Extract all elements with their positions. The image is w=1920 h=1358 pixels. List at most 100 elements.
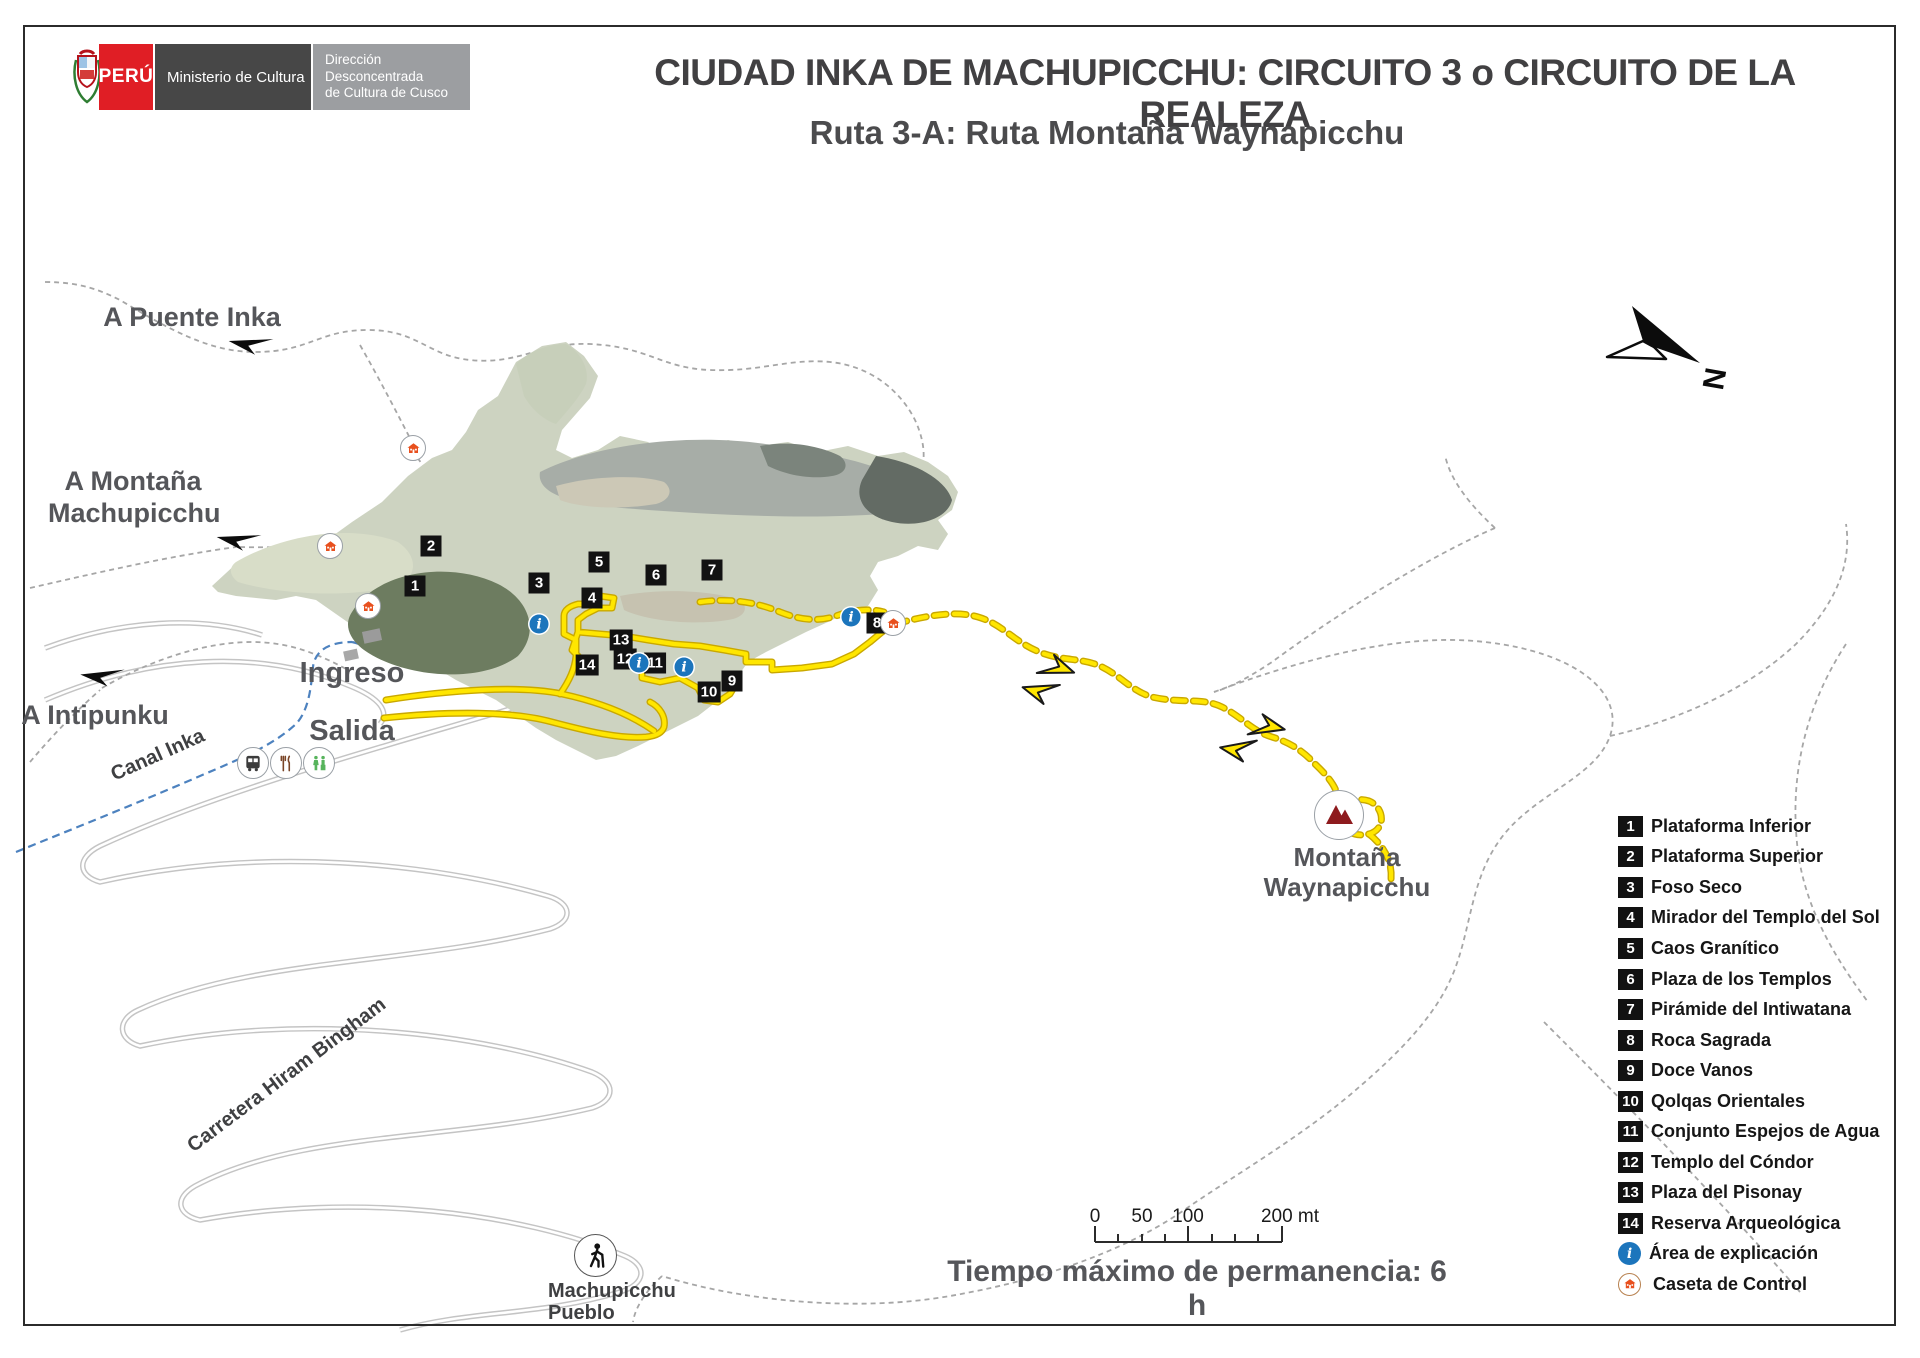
route-direction-arrow-icon <box>1034 649 1079 684</box>
brand-direction-label: Dirección Desconcentrada de Cultura de C… <box>325 51 449 101</box>
ruins-area <box>212 342 958 760</box>
legend-item-label: Reserva Arqueológica <box>1651 1212 1841 1233</box>
route-direction-arrow-icon <box>1245 710 1288 741</box>
legend-item-control: Caseta de Control <box>1618 1269 1902 1300</box>
control-post-icon <box>317 533 343 559</box>
legend-number-badge: 5 <box>1618 937 1643 959</box>
map-marker-14: 14 <box>575 654 599 676</box>
legend-item: 11 Conjunto Espejos de Agua <box>1618 1116 1902 1147</box>
label-machupicchu-pueblo: Machupicchu Pueblo <box>548 1280 676 1325</box>
info-point-icon: i <box>674 657 694 677</box>
bus-stop-icon <box>237 747 269 779</box>
map-marker-10: 10 <box>697 681 721 703</box>
map-marker-4: 4 <box>581 587 603 609</box>
legend-number-badge: 3 <box>1618 876 1643 898</box>
legend-item: 8 Roca Sagrada <box>1618 1025 1902 1056</box>
legend-number-badge: 14 <box>1618 1212 1643 1234</box>
legend-item: 3 Foso Seco <box>1618 872 1902 903</box>
max-stay-note: Tiempo máximo de permanencia: 6 h <box>947 1255 1447 1322</box>
legend-number-badge: 2 <box>1618 846 1643 868</box>
route-direction-arrow-icon <box>1018 675 1063 709</box>
legend-number-badge: 8 <box>1618 1029 1643 1051</box>
control-post-icon <box>1618 1272 1641 1296</box>
map-marker-7: 7 <box>701 559 723 581</box>
legend-item-label: Caos Granítico <box>1651 937 1780 958</box>
legend-item: 2 Plataforma Superior <box>1618 842 1902 873</box>
legend-item-label: Plaza de los Templos <box>1651 968 1832 989</box>
map-marker-3: 3 <box>528 572 550 594</box>
label-ingreso: Ingreso <box>299 657 405 689</box>
legend-item-label: Caseta de Control <box>1653 1273 1808 1294</box>
brand-peru-label: PERÚ <box>98 66 154 87</box>
waynapicchu-mountain-icon <box>1314 790 1364 840</box>
legend-number-badge: 10 <box>1618 1090 1643 1112</box>
legend-item-label: Plataforma Inferior <box>1651 815 1812 836</box>
label-a-intipunku: A Intipunku <box>21 700 169 730</box>
scale-label: 0 <box>1089 1206 1101 1227</box>
legend-items: 1 Plataforma Inferior 2 Plataforma Superior… <box>1618 811 1902 1239</box>
map-marker-13: 13 <box>609 629 633 651</box>
info-point-icon: i <box>841 607 861 627</box>
legend-number-badge: 13 <box>1618 1182 1643 1204</box>
map-marker-1: 1 <box>404 575 426 597</box>
map-marker-6: 6 <box>645 564 667 586</box>
scale-label: 200 mt <box>1260 1206 1320 1227</box>
legend: 1 Plataforma Inferior 2 Plataforma Superior… <box>1618 811 1902 1300</box>
legend-item: 9 Doce Vanos <box>1618 1055 1902 1086</box>
legend-number-badge: 7 <box>1618 999 1643 1021</box>
direction-arrow-icon <box>212 527 263 560</box>
label-montana-waynapicchu: Montaña Waynapicchu <box>1263 842 1431 902</box>
legend-item: 1 Plataforma Inferior <box>1618 811 1902 842</box>
legend-item-label: Templo del Cóndor <box>1651 1151 1814 1172</box>
scale-bar <box>1094 1226 1283 1243</box>
legend-item-label: Qolqas Orientales <box>1651 1090 1806 1111</box>
scale-label: 50 <box>1131 1206 1153 1227</box>
legend-item: 7 Pirámide del Intiwatana <box>1618 994 1902 1025</box>
legend-number-badge: 12 <box>1618 1151 1643 1173</box>
route-direction-arrow-icon <box>1217 735 1259 764</box>
legend-item-label: Plaza del Pisonay <box>1651 1182 1803 1203</box>
map-marker-2: 2 <box>420 535 442 557</box>
map-marker-9: 9 <box>721 670 743 692</box>
legend-item-label: Roca Sagrada <box>1651 1029 1772 1050</box>
brand-peru: PERÚ <box>99 44 153 110</box>
label-salida: Salida <box>309 715 395 747</box>
map-frame-border <box>23 25 1896 1326</box>
legend-number-badge: 6 <box>1618 968 1643 990</box>
info-point-icon: i <box>629 653 649 673</box>
legend-item-label: Mirador del Templo del Sol <box>1651 907 1880 928</box>
page-subtitle: Ruta 3-A: Ruta Montaña Waynapicchu <box>809 114 1405 151</box>
label-a-puente-inka: A Puente Inka <box>103 302 281 332</box>
brand-direction: Dirección Desconcentrada de Cultura de C… <box>313 44 470 110</box>
label-a-montana-machupicchu: A Montaña Machupicchu <box>48 466 221 528</box>
legend-item-label: Foso Seco <box>1651 876 1743 897</box>
legend-number-badge: 9 <box>1618 1060 1643 1082</box>
page-title: CIUDAD INKA DE MACHUPICCHU: CIRCUITO 3 o… <box>654 52 1796 135</box>
info-point-icon: i <box>529 614 549 634</box>
legend-item-label: Doce Vanos <box>1651 1060 1754 1081</box>
control-post-icon <box>400 435 426 461</box>
control-post-icon <box>355 593 381 619</box>
map-marker-5: 5 <box>588 551 610 573</box>
restaurant-icon <box>270 747 302 779</box>
legend-number-badge: 11 <box>1618 1121 1643 1143</box>
info-icon: i <box>1618 1242 1641 1266</box>
hiker-icon <box>574 1234 617 1277</box>
legend-item: 4 Mirador del Templo del Sol <box>1618 903 1902 934</box>
scale-label: 100 <box>1172 1206 1204 1227</box>
legend-item: 10 Qolqas Orientales <box>1618 1086 1902 1117</box>
brand-ministry: Ministerio de Cultura <box>155 44 311 110</box>
brand-ministry-label: Ministerio de Cultura <box>167 68 305 86</box>
restrooms-icon <box>303 747 335 779</box>
road-centerlines <box>44 621 643 1332</box>
map-marker-11: 11 <box>644 652 666 674</box>
legend-item-label: Plataforma Superior <box>1651 846 1824 867</box>
legend-item-info: i Área de explicación <box>1618 1239 1902 1270</box>
legend-item-label: Pirámide del Intiwatana <box>1651 999 1852 1020</box>
legend-item-label: Área de explicación <box>1649 1243 1819 1264</box>
legend-item: 12 Templo del Cóndor <box>1618 1147 1902 1178</box>
legend-item: 14 Reserva Arqueológica <box>1618 1208 1902 1239</box>
direction-arrow-icon <box>224 331 275 364</box>
